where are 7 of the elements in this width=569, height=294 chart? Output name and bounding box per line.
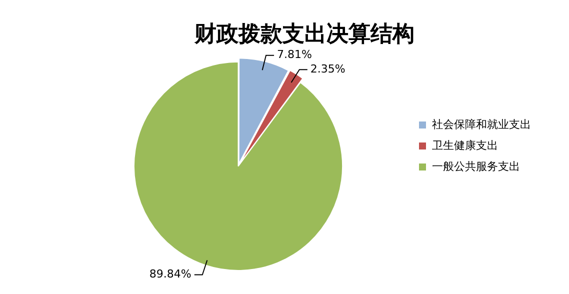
legend-label: 一般公共服务支出 [432,160,520,173]
legend-label: 社会保障和就业支出 [432,118,531,131]
legend-label: 卫生健康支出 [432,138,498,152]
chart-title: 财政拨款支出决算结构 [194,20,414,47]
data-label: 2.35% [310,62,346,76]
data-label: 89.84% [149,268,192,281]
data-label: 7.81% [277,48,312,62]
